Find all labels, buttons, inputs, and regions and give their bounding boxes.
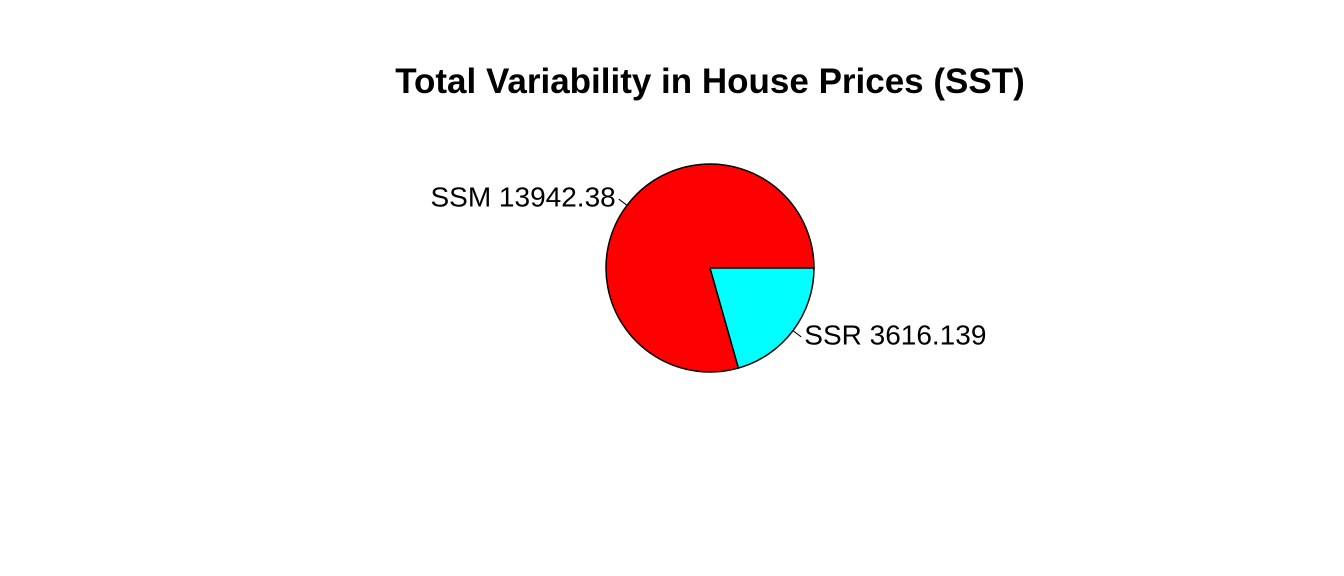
chart-title: Total Variability in House Prices (SST) — [395, 62, 1025, 101]
pie-slices — [605, 163, 815, 373]
slice-label-ssm: SSM 13942.38 — [430, 181, 615, 212]
slice-label-ssr: SSR 3616.139 — [804, 319, 986, 350]
leader-line-ssm — [618, 198, 628, 206]
leader-line-ssr — [792, 330, 802, 338]
slice-labels: SSM 13942.38 SSR 3616.139 — [430, 181, 986, 350]
label-leader-lines — [618, 198, 802, 338]
